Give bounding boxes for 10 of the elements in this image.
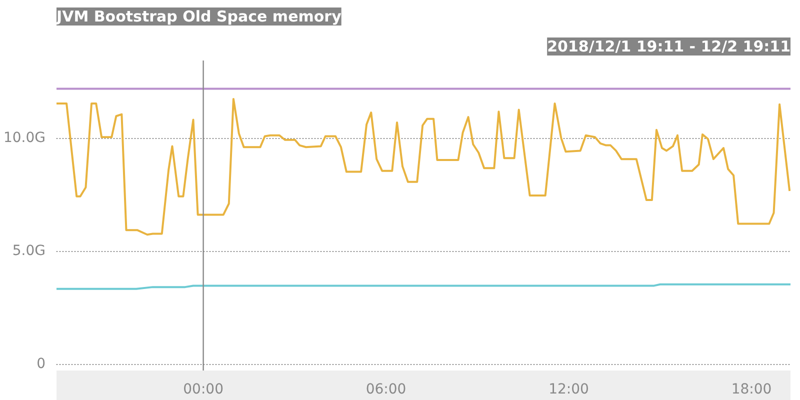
- chart-subtitle: 2018/12/1 19:11 - 12/2 19:11: [547, 38, 791, 56]
- line-series: [56, 98, 790, 236]
- x-tick-label: 18:00: [731, 382, 772, 398]
- x-tick-label: 00:00: [183, 382, 224, 398]
- x-tick-label: 12:00: [548, 382, 589, 398]
- chart-title: JVM Bootstrap Old Space memory: [56, 8, 342, 26]
- y-tick-label: 5.0G: [12, 243, 46, 260]
- y-tick-label: 0: [36, 356, 46, 372]
- y-tick-label: 10.0G: [3, 130, 46, 146]
- x-tick-label: 06:00: [366, 382, 406, 398]
